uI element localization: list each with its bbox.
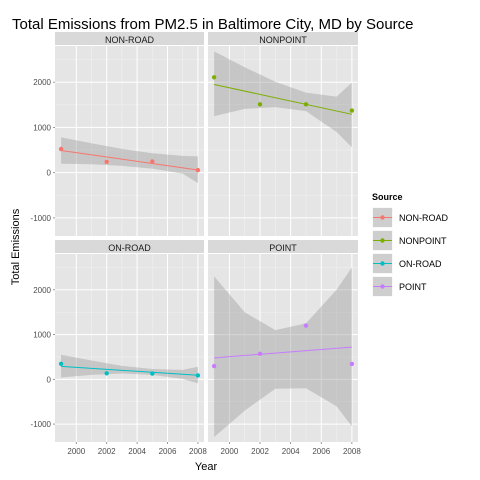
legend-key-point — [380, 284, 385, 289]
data-point — [195, 373, 201, 378]
panel-background — [55, 254, 204, 442]
legend-label: NON-ROAD — [399, 213, 448, 223]
legend-key-point — [380, 238, 385, 243]
x-tick-label: 2008 — [343, 447, 361, 456]
legend-item: ON-ROAD — [371, 252, 442, 275]
data-point — [104, 371, 109, 376]
data-point — [349, 361, 355, 367]
legend-item: NONPOINT — [371, 229, 447, 252]
confidence-band — [61, 354, 198, 384]
data-point — [257, 351, 263, 357]
data-point — [58, 361, 64, 367]
facet-strip-label: POINT — [269, 243, 297, 253]
panel-on-road: ON-ROAD -1000 0 1000 2000 2000 2002 2004 2006 200… — [31, 240, 207, 456]
legend-label: NONPOINT — [399, 236, 447, 246]
x-axis-label: Year — [195, 461, 218, 473]
facet-strip — [208, 32, 358, 45]
data-point — [303, 323, 309, 328]
data-point — [211, 75, 217, 80]
x-tick-label: 2000 — [221, 447, 239, 456]
y-tick-label: 0 — [47, 169, 52, 178]
legend-key-point — [380, 215, 385, 220]
data-point — [211, 363, 217, 369]
y-tick-label: 2000 — [33, 286, 51, 295]
data-point — [257, 102, 263, 107]
legend-label: POINT — [399, 282, 427, 292]
y-tick-label: 0 — [47, 375, 52, 384]
data-point — [58, 146, 64, 152]
legend: Source NON-ROAD NONPOINT ON-ROAD POINT — [371, 192, 448, 298]
panel-nonpoint: NONPOINT — [208, 32, 358, 236]
y-tick-label: -1000 — [31, 420, 52, 429]
x-tick-label: 2002 — [251, 447, 269, 456]
x-tick-label: 2006 — [312, 447, 330, 456]
y-tick-label: 2000 — [33, 78, 51, 87]
data-point — [303, 102, 309, 107]
panel-point: POINT 2000 2002 2004 2006 2008 — [208, 240, 361, 456]
legend-key-point — [380, 261, 385, 266]
x-tick-label: 2000 — [67, 447, 85, 456]
y-axis-label: Total Emissions — [10, 208, 22, 285]
facet-strip — [55, 240, 204, 253]
panel-background — [55, 46, 204, 236]
panel-background — [208, 254, 358, 442]
panels: NON-ROAD -1000 0 1000 2000 NONPOINT ON-ROAD -10… — [31, 32, 361, 456]
legend-label: ON-ROAD — [399, 259, 442, 269]
x-tick-label: 2004 — [282, 447, 300, 456]
trend-line — [61, 365, 198, 376]
facet-strip-label: NON-ROAD — [105, 35, 154, 45]
x-tick-label: 2006 — [159, 447, 177, 456]
trend-line — [61, 150, 198, 171]
facet-strip — [55, 32, 204, 45]
x-tick-label: 2002 — [98, 447, 116, 456]
panel-background — [208, 46, 358, 236]
x-tick-label: 2004 — [128, 447, 146, 456]
facet-strip-label: ON-ROAD — [108, 243, 151, 253]
facet-strip-label: NONPOINT — [259, 35, 307, 45]
y-tick-label: -1000 — [31, 214, 52, 223]
data-point — [195, 167, 201, 173]
legend-item: NON-ROAD — [371, 206, 448, 229]
data-point — [349, 108, 355, 113]
x-tick-label: 2008 — [189, 447, 207, 456]
trend-line — [214, 346, 352, 359]
data-point — [150, 371, 155, 376]
facet-strip — [208, 240, 358, 253]
legend-title: Source — [372, 192, 403, 202]
y-tick-label: 1000 — [33, 123, 51, 132]
trend-line — [214, 83, 352, 115]
data-point — [104, 159, 109, 164]
data-point — [150, 159, 155, 164]
chart-title: Total Emissions from PM2.5 in Baltimore … — [12, 16, 414, 33]
y-tick-label: 1000 — [33, 331, 51, 340]
panel-non-road: NON-ROAD -1000 0 1000 2000 — [31, 32, 204, 236]
legend-item: POINT — [371, 275, 427, 298]
